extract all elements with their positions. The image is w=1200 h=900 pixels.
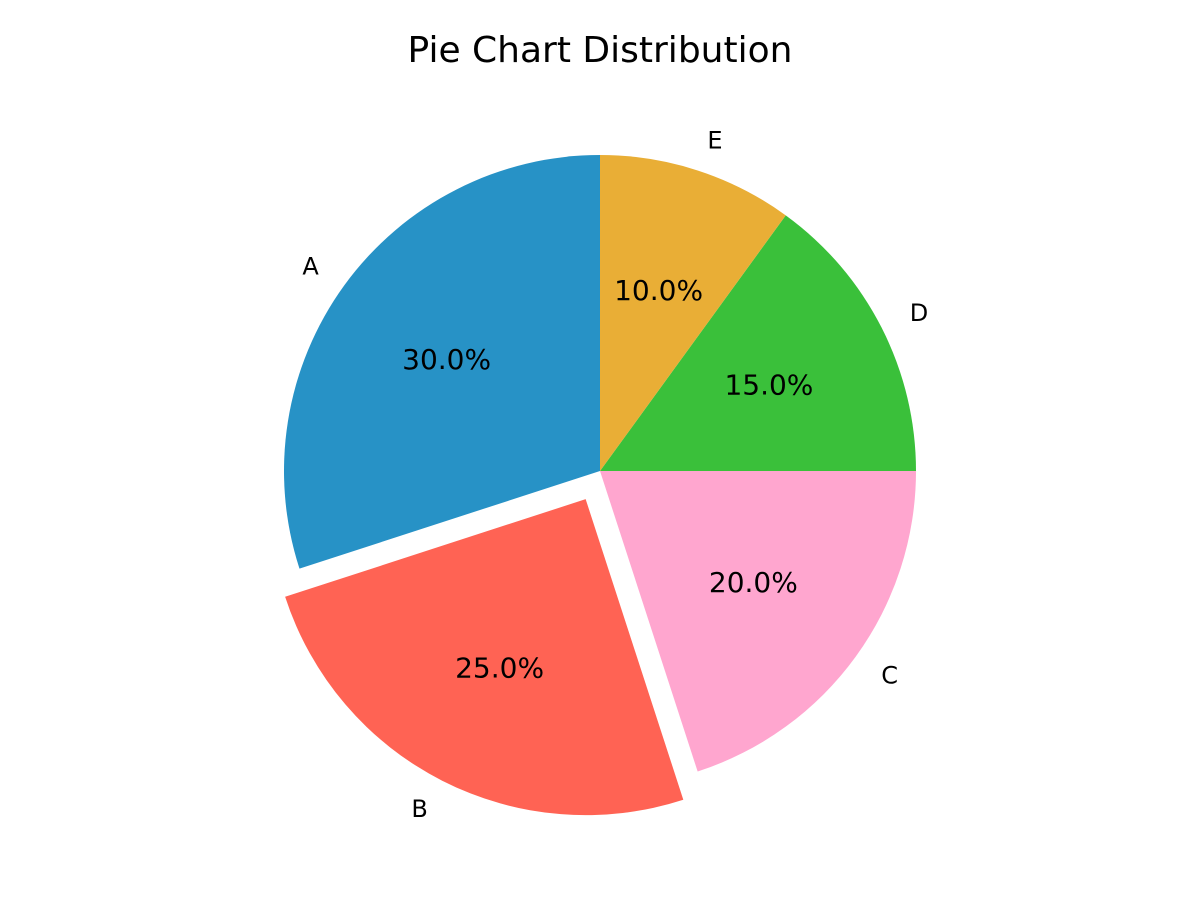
slice-label-a: A	[302, 253, 319, 281]
chart-title: Pie Chart Distribution	[407, 30, 793, 71]
slice-label-d: D	[910, 299, 928, 327]
slices-layer	[284, 155, 917, 816]
pie-slice-b	[285, 499, 684, 816]
slice-label-c: C	[881, 661, 898, 689]
pct-label-b: 25.0%	[455, 652, 544, 685]
pct-label-c: 20.0%	[709, 566, 798, 599]
pie-slice-a	[284, 155, 600, 569]
pie-slice-d	[600, 215, 917, 471]
labels-layer: 30.0% A 25.0% B 20.0% C 15.0% D 10.0% E	[302, 126, 928, 822]
pct-label-d: 15.0%	[724, 368, 813, 401]
slice-label-e: E	[707, 126, 722, 154]
pie-slice-e	[600, 155, 786, 471]
pct-label-e: 10.0%	[614, 274, 703, 307]
pct-label-a: 30.0%	[402, 343, 491, 376]
pie-slice-c	[600, 471, 916, 772]
slice-label-b: B	[411, 795, 427, 823]
